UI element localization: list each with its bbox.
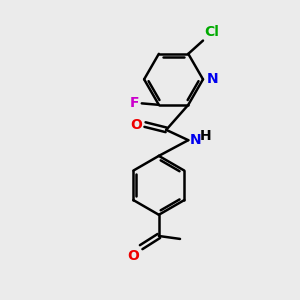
Text: Cl: Cl xyxy=(205,25,219,39)
Text: N: N xyxy=(206,72,218,86)
Text: O: O xyxy=(127,249,139,262)
Text: O: O xyxy=(130,118,142,132)
Text: F: F xyxy=(130,96,140,110)
Text: H: H xyxy=(200,129,211,143)
Text: N: N xyxy=(190,133,201,147)
